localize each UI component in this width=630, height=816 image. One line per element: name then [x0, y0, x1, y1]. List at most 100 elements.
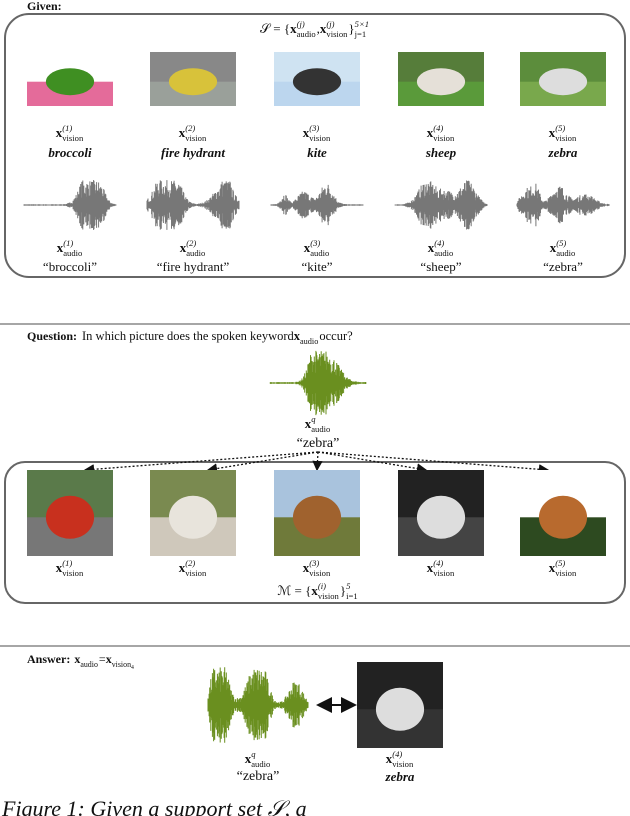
math: x (3)audio [304, 238, 330, 258]
superscript: (2) [186, 238, 196, 248]
math: x (1)vision [56, 558, 84, 578]
math: x (2)vision [179, 558, 207, 578]
math: x (4)vision [427, 558, 455, 578]
math: x (3)vision [303, 558, 331, 578]
math-text: 𝒮 = { [260, 21, 290, 36]
subscript: vision [112, 660, 131, 669]
quote: “kite” [301, 259, 332, 274]
superscript: (4) [433, 123, 443, 133]
superscript: (4) [392, 749, 402, 759]
math-symbol: x [245, 751, 252, 766]
subscript: vision [309, 568, 331, 578]
superscript: (5) [555, 123, 565, 133]
photo-subject [538, 68, 588, 96]
query-arrow [312, 451, 323, 472]
math-symbol: x [549, 560, 556, 575]
word: broccoli [48, 145, 92, 160]
subscript: audio [186, 248, 205, 258]
math-symbol: x [57, 240, 64, 255]
photo-subject [416, 495, 466, 539]
math-text: } [348, 21, 354, 36]
math-symbol: x [550, 240, 557, 255]
photo-subject [375, 687, 425, 731]
math: x (5)vision [549, 123, 577, 143]
photo-subject [168, 68, 218, 96]
subscript: audio [311, 424, 330, 434]
word: kite [307, 145, 327, 160]
photo [398, 52, 484, 106]
superscript: (1) [62, 123, 72, 133]
superscript: (5) [556, 238, 566, 248]
word: sheep [425, 145, 457, 160]
word: zebra [548, 145, 578, 160]
math: x audio = x vision 4 [74, 652, 134, 671]
subscript: audio [310, 248, 329, 258]
photo [520, 470, 606, 556]
math: x (4)vision [427, 123, 455, 143]
math: x (1)audio [57, 238, 83, 258]
subscript: 4 [131, 665, 134, 671]
math: x (1)vision [56, 123, 84, 143]
photo [357, 662, 443, 748]
math-symbol: x [56, 125, 63, 140]
superscript: (1) [62, 558, 72, 568]
waveform [23, 180, 117, 230]
subscript: vision [318, 591, 340, 601]
subscript: audio [300, 337, 318, 346]
subscript: vision [326, 29, 348, 39]
math: 𝒮 = {x (j)audio, x (j)vision} 5×1j=1 [260, 19, 369, 39]
superscript: (i) [318, 581, 326, 591]
photo [520, 52, 606, 106]
math-text: = [99, 652, 106, 666]
query-arrow [206, 451, 319, 474]
photo-subject [45, 495, 95, 539]
math-symbol: x [427, 125, 434, 140]
math-symbol: x [56, 560, 63, 575]
superscript: (1) [63, 238, 73, 248]
query-arrow [83, 451, 319, 475]
math: In which picture does the spoken keyword… [82, 329, 353, 346]
section-label: Question: [27, 329, 77, 343]
superscript: (j) [326, 19, 334, 29]
superscript: q [251, 749, 256, 759]
superscript: (2) [185, 558, 195, 568]
superscript: 5×1 [355, 19, 369, 29]
math-symbol: x [304, 240, 311, 255]
waveform [146, 180, 240, 230]
math-text: occur? [319, 329, 353, 343]
photo-subject [168, 495, 218, 539]
waveform [516, 183, 610, 227]
math-symbol: x [179, 125, 186, 140]
quote: “zebra” [543, 259, 583, 274]
superscript: (5) [555, 558, 565, 568]
quote: “sheep” [420, 259, 461, 274]
photo-subject [45, 68, 95, 96]
quote: “zebra” [297, 436, 340, 451]
caption: Figure 1: Given a support set 𝒮, a [1, 796, 307, 816]
query-arrow [317, 451, 550, 475]
superscript: (4) [434, 238, 444, 248]
quote: “fire hydrant” [157, 259, 230, 274]
math: x (5)audio [550, 238, 576, 258]
math: x (5)vision [549, 558, 577, 578]
math-symbol: x [386, 751, 393, 766]
photo-subject [292, 68, 342, 96]
subscript: vision [185, 568, 207, 578]
math-symbol: x [179, 560, 186, 575]
subscript: i=1 [346, 591, 358, 601]
photo [274, 470, 360, 556]
photo [27, 470, 113, 556]
superscript: (3) [309, 123, 319, 133]
math: x (4)audio [428, 238, 454, 258]
math: ℳ = {x (i)vision} 5i=1 [277, 581, 357, 601]
waveform [270, 184, 364, 226]
subscript: audio [80, 660, 98, 669]
superscript: (3) [309, 558, 319, 568]
subscript: vision [555, 568, 577, 578]
superscript: 5 [346, 581, 351, 591]
photo [150, 52, 236, 106]
subscript: vision [62, 133, 84, 143]
photo [27, 52, 113, 106]
